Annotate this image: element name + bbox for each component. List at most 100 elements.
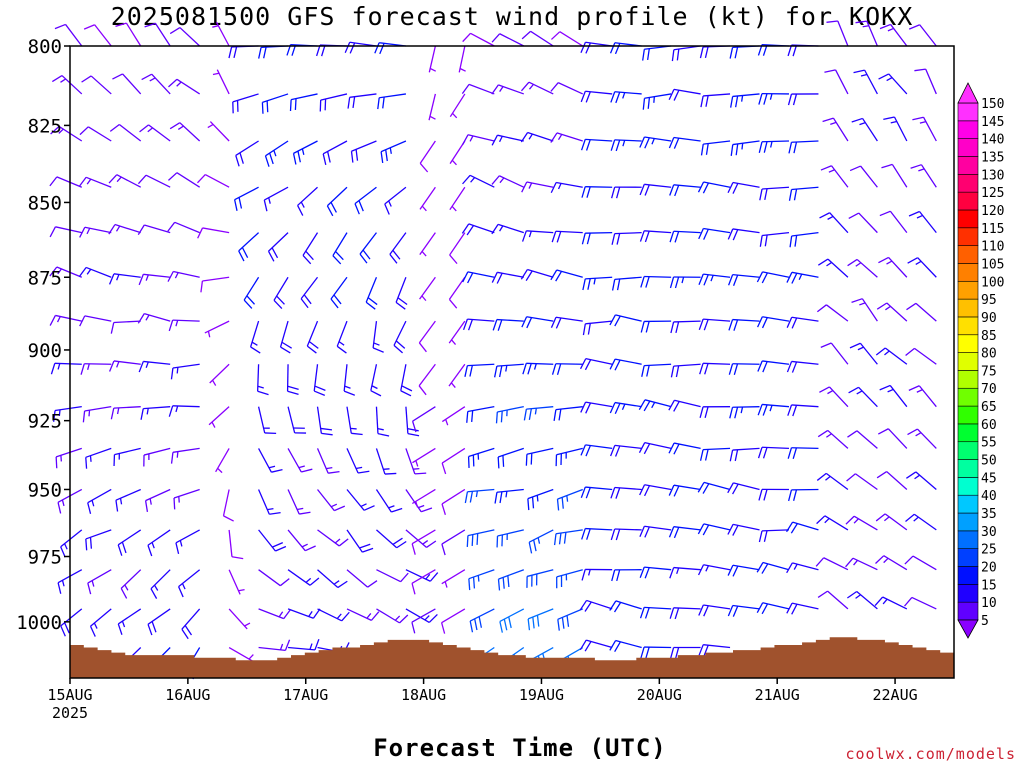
wind-barb bbox=[138, 273, 171, 286]
wind-barb bbox=[81, 75, 112, 95]
wind-barb bbox=[79, 315, 112, 327]
wind-barb bbox=[609, 42, 642, 55]
wind-barb bbox=[727, 523, 760, 536]
colorbar-swatch bbox=[957, 370, 979, 389]
wind-barb bbox=[786, 562, 819, 574]
wind-barb bbox=[788, 186, 819, 201]
wind-barb bbox=[263, 186, 289, 212]
wind-barb bbox=[147, 608, 171, 636]
wind-barb bbox=[377, 93, 407, 110]
wind-barb bbox=[668, 399, 701, 412]
wind-barb bbox=[50, 362, 82, 375]
wind-barb bbox=[405, 529, 437, 548]
wind-barb bbox=[496, 529, 524, 548]
wind-barb bbox=[669, 184, 701, 197]
wind-barb bbox=[819, 386, 849, 408]
wind-barb bbox=[521, 181, 554, 193]
wind-barb bbox=[609, 358, 642, 371]
wind-barb bbox=[449, 140, 466, 166]
wind-barb bbox=[468, 569, 495, 591]
wind-barb bbox=[579, 639, 613, 652]
wind-barb bbox=[580, 41, 613, 54]
wind-barb bbox=[87, 488, 112, 514]
wind-barb bbox=[228, 569, 245, 595]
wind-barb bbox=[491, 175, 525, 188]
wind-barb bbox=[910, 164, 937, 188]
wind-barb bbox=[141, 73, 171, 95]
wind-barb bbox=[816, 472, 849, 490]
colorbar-swatch bbox=[957, 352, 979, 371]
y-tick-label: 850 bbox=[28, 192, 62, 214]
wind-barb bbox=[728, 318, 760, 331]
wind-barb bbox=[758, 488, 789, 501]
wind-barb bbox=[847, 258, 878, 278]
colorbar-swatch bbox=[957, 530, 979, 549]
y-tick-label: 950 bbox=[28, 479, 62, 501]
wind-barb bbox=[727, 564, 760, 577]
y-tick-label: 875 bbox=[28, 267, 62, 289]
wind-barb bbox=[440, 608, 466, 634]
wind-barb bbox=[639, 230, 672, 243]
x-axis: 15AUG 16AUG 17AUG 18AUG 19AUG 20AUG 21AUG 22AUG… bbox=[47, 678, 918, 722]
wind-barb bbox=[292, 140, 318, 165]
x-tick-label: 21AUG bbox=[755, 686, 800, 704]
wind-barb bbox=[668, 442, 701, 455]
wind-barb bbox=[346, 569, 378, 588]
wind-barb bbox=[138, 360, 171, 373]
wind-barb bbox=[638, 441, 672, 455]
wind-barb bbox=[346, 529, 374, 553]
wind-barb bbox=[222, 489, 234, 522]
wind-barb bbox=[419, 140, 436, 173]
wind-barb bbox=[449, 186, 466, 212]
plot-frame bbox=[69, 45, 955, 679]
colorbar-label: 90 bbox=[981, 311, 997, 326]
wind-barb bbox=[669, 607, 701, 620]
wind-barb bbox=[668, 526, 701, 539]
wind-barb bbox=[140, 406, 171, 420]
wind-barb bbox=[727, 228, 760, 241]
wind-barb bbox=[286, 364, 299, 396]
wind-barb bbox=[412, 447, 436, 467]
wind-barb bbox=[580, 444, 613, 457]
wind-barb bbox=[758, 529, 790, 543]
wind-barb bbox=[758, 140, 790, 153]
wind-barb bbox=[347, 93, 377, 109]
wind-barb bbox=[169, 122, 201, 142]
wind-barb bbox=[878, 73, 908, 95]
wind-barb bbox=[905, 347, 937, 365]
wind-barb bbox=[757, 316, 790, 329]
colorbar-label: 50 bbox=[981, 454, 997, 469]
wind-barb bbox=[212, 21, 230, 47]
wind-barb bbox=[169, 27, 201, 47]
colorbar-swatch bbox=[957, 601, 979, 621]
wind-barb bbox=[365, 277, 378, 310]
wind-barb bbox=[287, 529, 316, 552]
wind-barb bbox=[876, 302, 908, 322]
wind-barb bbox=[522, 362, 554, 375]
colorbar-swatch bbox=[957, 102, 979, 122]
wind-barb bbox=[609, 314, 642, 327]
wind-barb bbox=[580, 138, 613, 151]
wind-barb bbox=[82, 406, 112, 423]
wind-barb bbox=[815, 557, 849, 571]
wind-barb bbox=[462, 134, 495, 146]
wind-barb bbox=[322, 140, 348, 166]
wind-barb bbox=[428, 45, 437, 73]
y-tick-label: 825 bbox=[28, 115, 62, 137]
wind-barb bbox=[144, 488, 171, 513]
wind-barb bbox=[316, 448, 340, 474]
colorbar-swatch bbox=[957, 209, 979, 229]
y-axis: 800 825 850 875 900 925 950 975 1000 bbox=[16, 36, 70, 634]
wind-barb bbox=[168, 319, 200, 332]
wind-barb bbox=[238, 232, 260, 262]
wind-barb bbox=[497, 447, 524, 469]
wind-barb bbox=[370, 364, 382, 397]
colorbar-label: 95 bbox=[981, 293, 997, 308]
colorbar-swatch bbox=[957, 280, 979, 300]
wind-barb bbox=[904, 555, 937, 571]
wind-barb bbox=[89, 608, 112, 637]
wind-barb bbox=[789, 231, 819, 248]
wind-barb bbox=[699, 362, 731, 375]
wind-barb bbox=[582, 320, 613, 336]
wind-barb bbox=[491, 134, 524, 146]
